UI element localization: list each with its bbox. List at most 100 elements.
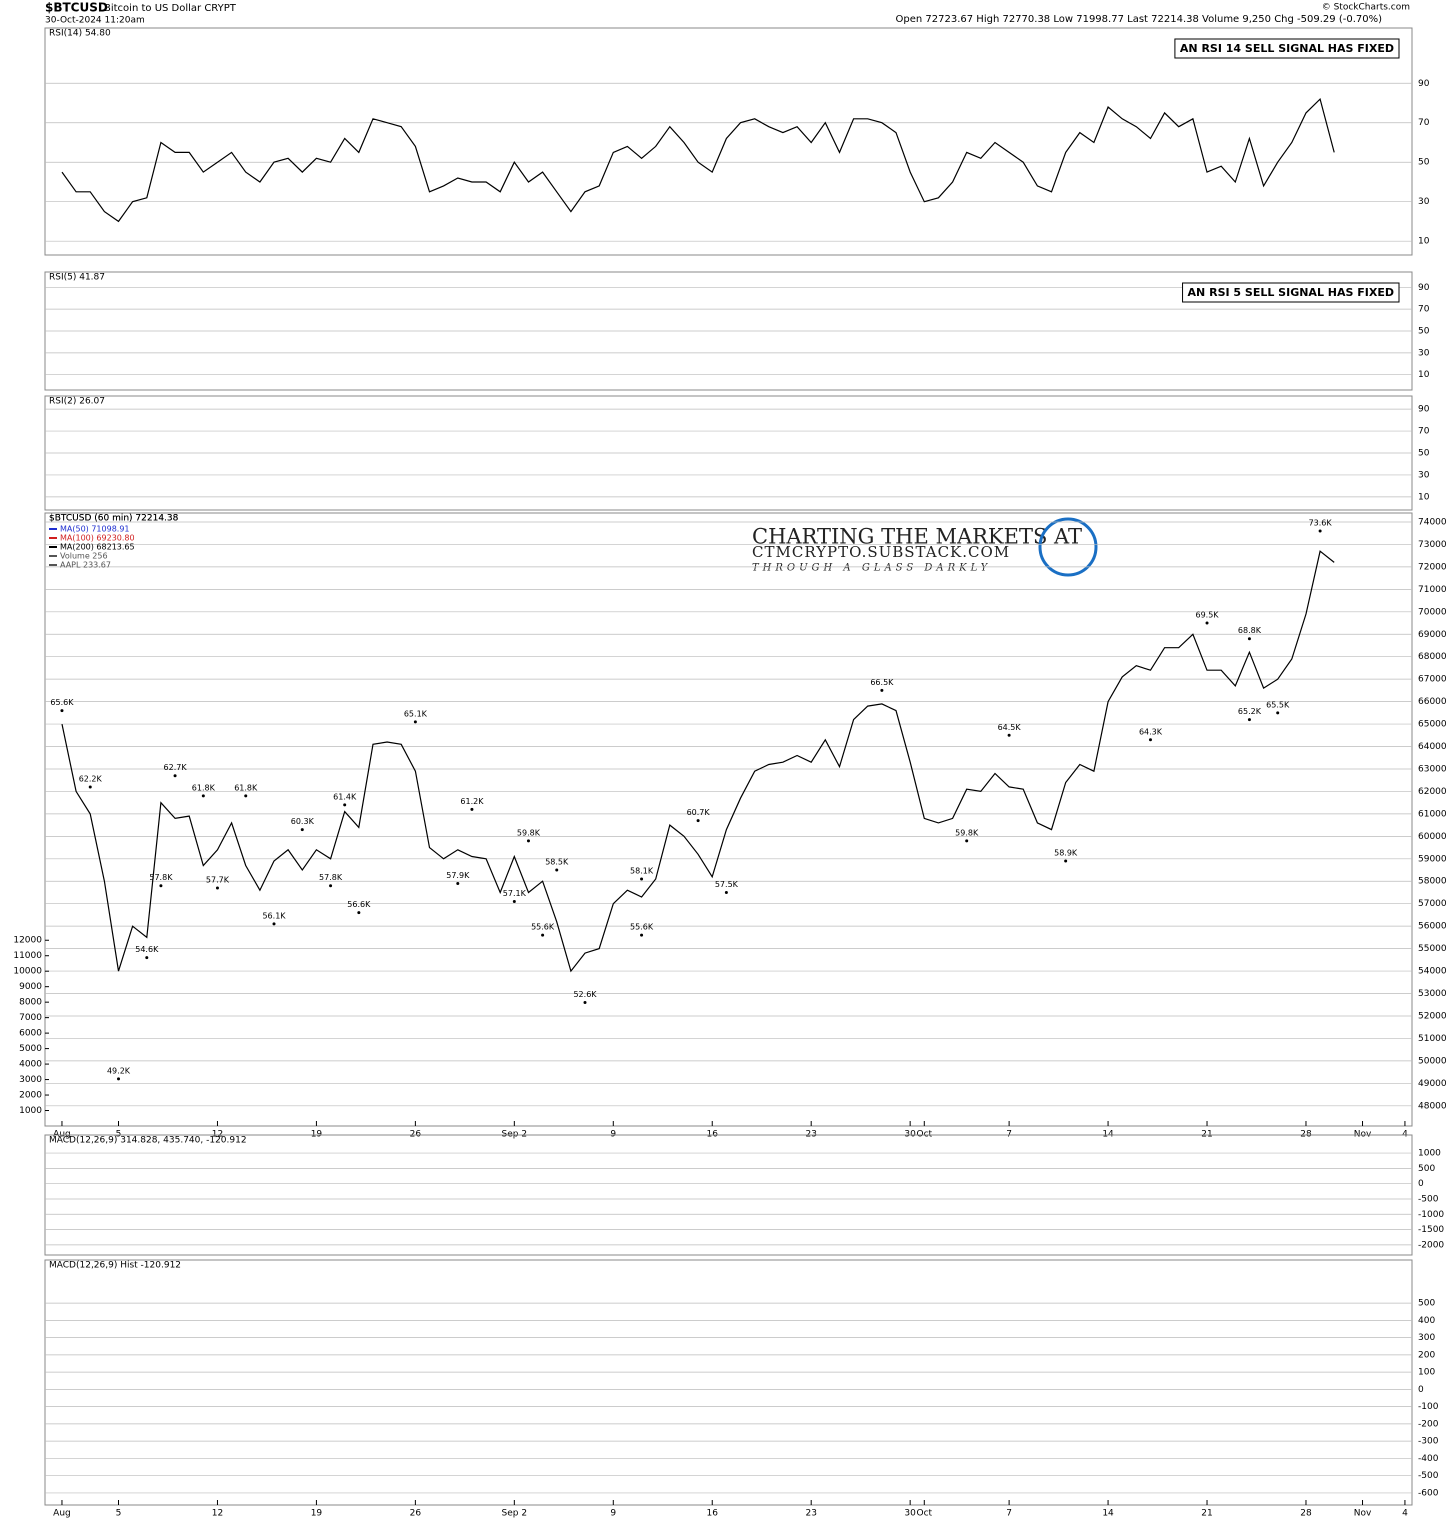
x-tick-label: Aug [53,1509,71,1519]
date: 30-Oct-2024 11:20am [45,16,145,26]
signal-note: AN RSI 14 SELL SIGNAL HAS FIXED [1180,42,1394,55]
y-tick-label: 300 [1418,1333,1435,1343]
annotation-label: 60.7K [687,808,711,817]
y2-tick-label: 4000 [19,1060,42,1070]
y-tick-label: 60000 [1418,832,1447,842]
annotation-point [272,922,276,926]
annotation-label: 57.7K [206,875,230,884]
y2-tick-label: 3000 [19,1075,42,1085]
y-tick-label: 64000 [1418,742,1447,752]
y-tick-label: -500 [1418,1471,1439,1481]
annotation-label: 61.2K [460,797,484,806]
annotation-label: 60.3K [291,817,315,826]
legend-entry: MA(50) 71098.91 [60,525,130,534]
y-tick-label: 71000 [1418,585,1447,595]
legend-entry: Volume 256 [60,552,108,561]
annotation-label: 58.9K [1054,849,1078,858]
annotation-point [456,881,460,885]
annotation-label: 64.5K [998,723,1022,732]
y-tick-label: 90 [1418,283,1430,293]
legend-entry: MA(100) 69230.80 [60,534,135,543]
panel [44,1259,1413,1506]
x-tick-label: 14 [1102,1509,1114,1519]
y-tick-label: 50 [1418,158,1430,168]
watermark-line: CTMCRYPTO.SUBSTACK.COM [752,543,1010,561]
annotation-label: 73.6K [1309,518,1333,527]
watermark-line: THROUGH A GLASS DARKLY [752,563,991,574]
y2-tick-label: 10000 [13,967,42,977]
annotation-point [1276,711,1280,715]
panel-title: $BTCUSD (60 min) 72214.38 [49,514,179,524]
y-tick-label: 57000 [1418,899,1447,909]
y-tick-label: 68000 [1418,652,1447,662]
annotation-point [343,803,347,807]
y-tick-label: 69000 [1418,630,1447,640]
annotation-point [60,709,64,713]
y-tick-label: 50 [1418,327,1430,337]
panel [44,1134,1413,1256]
y-tick-label: -100 [1418,1402,1439,1412]
annotation-point [244,794,248,798]
annotation-label: 61.8K [192,783,216,792]
logo [1038,517,1098,577]
y2-tick-label: 2000 [19,1091,42,1101]
annotation-point [215,886,219,890]
y-tick-label: 72000 [1418,562,1447,572]
y-tick-label: 58000 [1418,877,1447,887]
y-tick-label: 70000 [1418,607,1447,617]
annotation-point [696,819,700,823]
y2-tick-label: 7000 [19,1013,42,1023]
annotation-point [1247,718,1251,722]
y-tick-label: 70 [1418,427,1430,437]
x-tick-label: Sep 2 [502,1509,528,1519]
legend-entry: AAPL 233.67 [60,561,111,570]
y2-tick-label: 12000 [13,936,42,946]
x-tick-label: 7 [1006,1509,1012,1519]
legend-entry: $BTCUSD (60 min) 72214.38 [49,514,179,524]
y-tick-label: -200 [1418,1419,1439,1429]
y-tick-label: 73000 [1418,540,1447,550]
y-tick-label: 74000 [1418,517,1447,527]
annotation-label: 57.1K [503,889,527,898]
annotation-point [1148,738,1152,742]
y-tick-label: 30 [1418,470,1430,480]
annotation-point [880,688,884,692]
y-tick-label: 54000 [1418,967,1447,977]
y-tick-label: 70 [1418,305,1430,315]
y-tick-label: -1000 [1418,1210,1444,1220]
annotation-point [329,884,333,888]
annotation-label: 59.8K [955,828,979,837]
x-tick-label: 19 [311,1509,323,1519]
price-line [61,97,1335,223]
annotation-label: 62.7K [164,763,188,772]
annotation-label: 49.2K [107,1066,131,1075]
annotation-point [88,785,92,789]
y-tick-label: -400 [1418,1454,1439,1464]
panel-title: RSI(5) 41.87 [49,273,105,283]
y-tick-label: -500 [1418,1194,1439,1204]
y2-tick-label: 6000 [19,1029,42,1039]
price-line [61,550,1335,973]
annotation-label: 57.8K [149,873,173,882]
annotation-point [173,774,177,778]
y-tick-label: 50000 [1418,1056,1447,1066]
annotation-label: 57.9K [446,871,470,880]
x-tick-label: 26 [410,1509,422,1519]
panel-title: RSI(2) 26.07 [49,397,105,407]
panel-title: RSI(14) 54.80 [49,29,111,39]
annotation-label: 65.6K [50,698,74,707]
annotation-label: 69.5K [1195,611,1219,620]
y-tick-label: 63000 [1418,764,1447,774]
annotation-point [1247,637,1251,641]
x-tick-label: Oct [917,1509,933,1519]
x-tick-label: 21 [1201,1509,1212,1519]
y-tick-label: 49000 [1418,1079,1447,1089]
y-tick-label: 66000 [1418,697,1447,707]
annotation-point [1007,733,1011,737]
y-tick-label: 0 [1418,1179,1424,1189]
y-tick-label: 70 [1418,118,1430,128]
y-tick-label: 90 [1418,79,1430,89]
annotation-point [555,868,559,872]
annotation-label: 52.6K [573,990,597,999]
